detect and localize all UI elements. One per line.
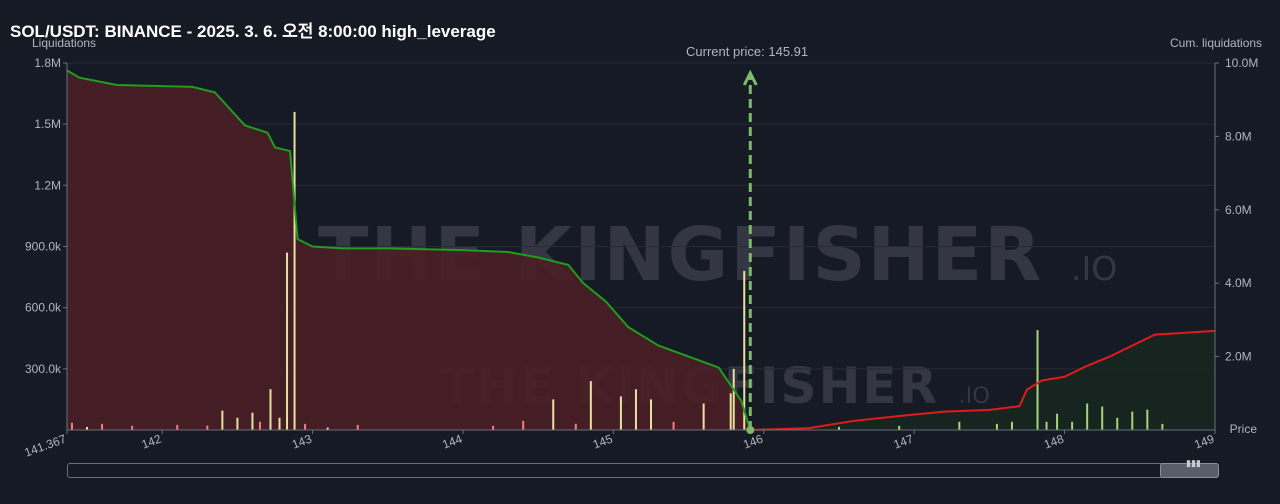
x-tick-label-3: 144 xyxy=(440,432,464,452)
bar-shorts-9 xyxy=(552,399,555,430)
bar-longs-7 xyxy=(356,424,359,430)
left-tick-label-3: 1.2M xyxy=(34,178,61,192)
bar-longs-5 xyxy=(258,421,261,430)
left-axis-label: Liquidations xyxy=(32,36,97,50)
bar-longs-4 xyxy=(206,425,209,430)
watermark-large: THE KINGFISHER .IO xyxy=(318,212,1118,298)
bar-buy-side-12 xyxy=(1131,411,1134,430)
bar-longs-3 xyxy=(176,424,179,430)
x-tick-label-8: 149 xyxy=(1192,432,1216,452)
right-tick-label-1: 4.0M xyxy=(1225,276,1252,290)
right-tick-label-2: 6.0M xyxy=(1225,203,1252,217)
scroll-grip-icon: ▮▮▮ xyxy=(1186,458,1201,468)
chart-title: SOL/USDT: BINANCE - 2025. 3. 6. 오전 8:00:… xyxy=(10,22,496,41)
bar-buy-side-13 xyxy=(1146,409,1149,430)
x-tick-label-2: 143 xyxy=(290,432,314,452)
x-axis-label: Price xyxy=(1230,422,1258,436)
bar-longs-0 xyxy=(70,422,73,430)
x-tick-label-0: 141.367 xyxy=(22,432,68,460)
range-scrollbar[interactable] xyxy=(67,463,1219,478)
x-tick-label-4: 145 xyxy=(591,432,615,452)
right-axis-label: Cum. liquidations xyxy=(1170,36,1263,50)
bar-shorts-8 xyxy=(326,427,329,430)
bar-shorts-11 xyxy=(619,396,622,430)
bar-shorts-2 xyxy=(236,417,239,430)
bar-shorts-13 xyxy=(650,399,653,430)
x-tick-label-1: 142 xyxy=(140,432,164,452)
bar-shorts-0 xyxy=(86,426,89,430)
bar-shorts-6 xyxy=(286,252,289,430)
current-price-label: Current price: 145.91 xyxy=(686,44,809,59)
bar-longs-10 xyxy=(574,423,577,430)
bar-buy-side-3 xyxy=(995,423,998,430)
bar-longs-9 xyxy=(522,420,525,430)
left-tick-label-1: 600.0k xyxy=(25,301,62,315)
bar-shorts-16 xyxy=(732,368,735,430)
cum-line-0 xyxy=(66,69,752,431)
bar-shorts-10 xyxy=(589,381,592,430)
bar-shorts-7 xyxy=(293,111,296,430)
bar-shorts-5 xyxy=(278,417,281,430)
bar-shorts-3 xyxy=(251,412,254,430)
bar-longs-2 xyxy=(131,425,134,430)
cum-line-1 xyxy=(750,329,1216,431)
right-tick-label-0: 2.0M xyxy=(1225,350,1252,364)
bar-shorts-14 xyxy=(702,403,705,430)
bar-buy-side-11 xyxy=(1116,417,1119,430)
bar-buy-side-8 xyxy=(1071,421,1074,430)
bar-shorts-1 xyxy=(221,410,224,430)
range-scroll-thumb[interactable] xyxy=(1160,463,1219,478)
bar-buy-side-5 xyxy=(1036,330,1039,430)
watermark-suffix-small: .IO xyxy=(958,383,990,409)
bar-shorts-15 xyxy=(729,393,732,430)
x-tick-label-6: 147 xyxy=(892,432,916,452)
current-price-dot xyxy=(746,426,755,434)
bar-shorts-12 xyxy=(634,389,637,430)
bar-buy-side-14 xyxy=(1161,423,1164,430)
bar-buy-side-9 xyxy=(1086,403,1089,430)
x-tick-label-7: 148 xyxy=(1042,432,1066,452)
bar-longs-8 xyxy=(492,425,495,430)
left-tick-label-0: 300.0k xyxy=(25,362,62,376)
bar-buy-side-6 xyxy=(1045,421,1048,430)
bar-longs-6 xyxy=(304,423,307,430)
left-tick-label-5: 1.8M xyxy=(34,56,61,70)
cum-area-1 xyxy=(750,330,1215,430)
cum-area-0 xyxy=(67,70,751,430)
right-tick-label-3: 8.0M xyxy=(1225,129,1252,143)
bar-buy-side-1 xyxy=(898,425,901,430)
bar-longs-11 xyxy=(672,421,675,430)
bar-shorts-4 xyxy=(269,389,272,430)
left-tick-label-2: 900.0k xyxy=(25,240,62,254)
bar-buy-side-0 xyxy=(838,426,841,430)
bar-buy-side-7 xyxy=(1056,413,1059,430)
left-tick-label-4: 1.5M xyxy=(34,117,61,131)
bar-buy-side-10 xyxy=(1101,406,1104,430)
current-price-arrow xyxy=(742,69,758,86)
bar-longs-1 xyxy=(101,423,104,430)
bar-buy-side-4 xyxy=(1010,421,1013,430)
right-tick-label-4: 10.0M xyxy=(1225,56,1258,70)
bar-shorts-17 xyxy=(743,270,746,430)
watermark-suffix-large: .IO xyxy=(1070,249,1118,288)
x-tick-label-5: 146 xyxy=(741,432,765,452)
bar-buy-side-2 xyxy=(958,421,961,430)
